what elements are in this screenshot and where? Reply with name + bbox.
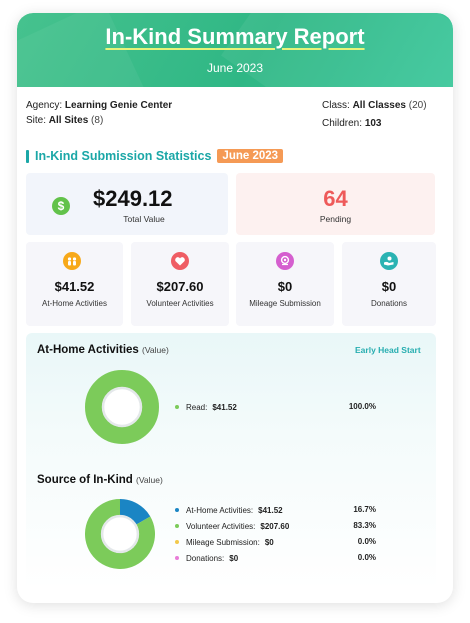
donations-label: Donations bbox=[370, 299, 408, 308]
source-legend-at-home: At-Home Activities: $41.52 bbox=[175, 505, 283, 515]
donations-value: $0 bbox=[381, 279, 397, 294]
at-home-value: $41.52 bbox=[54, 279, 95, 294]
at-home-read-percent: 100.0% bbox=[348, 402, 376, 411]
stats-section-title: In-Kind Submission Statistics June 2023 bbox=[26, 149, 284, 163]
donations-card: $0 Donations bbox=[342, 242, 436, 326]
source-donut-chart bbox=[85, 499, 155, 569]
class-name: All Classes bbox=[352, 100, 406, 111]
location-pin-icon bbox=[276, 252, 294, 270]
at-home-label: At-Home Activities bbox=[42, 299, 107, 308]
children-info: Children: 103 bbox=[322, 118, 382, 129]
source-legend-volunteer: Volunteer Activities: $207.60 bbox=[175, 521, 289, 531]
source-mileage-percent: 0.0% bbox=[357, 537, 376, 546]
report-title: In-Kind Summary Report bbox=[105, 24, 365, 49]
donut-slice-volunteer-activities bbox=[85, 499, 155, 569]
charts-panel: At-Home Activities (Value) Early Head St… bbox=[26, 333, 436, 590]
at-home-chart-title: At-Home Activities (Value) bbox=[37, 344, 169, 356]
total-value: $249.12 bbox=[93, 186, 173, 211]
agency-info: Agency: Learning Genie Center bbox=[26, 100, 173, 111]
class-info: Class: All Classes (20) bbox=[322, 100, 427, 111]
mileage-value: $0 bbox=[277, 279, 293, 294]
donut-slice-read bbox=[85, 370, 159, 444]
report-card: In-Kind Summary Report June 2023 Agency:… bbox=[17, 13, 453, 603]
mileage-card: $0 Mileage Submission bbox=[236, 242, 334, 326]
at-home-card: $41.52 At-Home Activities bbox=[26, 242, 123, 326]
site-name: All Sites bbox=[48, 115, 89, 126]
mileage-label: Mileage Submission bbox=[249, 299, 321, 308]
source-legend-donations: Donations: $0 bbox=[175, 553, 238, 563]
report-header: In-Kind Summary Report June 2023 bbox=[17, 13, 453, 87]
legend-dot bbox=[175, 405, 179, 409]
total-value-card: $ $249.12 Total Value bbox=[26, 173, 228, 235]
section-accent-bar bbox=[26, 149, 29, 163]
source-chart-title: Source of In-Kind (Value) bbox=[37, 474, 163, 486]
source-legend-mileage: Mileage Submission: $0 bbox=[175, 537, 274, 547]
source-donations-percent: 0.0% bbox=[357, 553, 376, 562]
period-badge: June 2023 bbox=[217, 149, 284, 163]
pending-card: 64 Pending bbox=[236, 173, 435, 235]
family-icon bbox=[63, 252, 81, 270]
at-home-donut-chart bbox=[85, 370, 159, 444]
donut-hole bbox=[101, 386, 143, 428]
dollar-icon: $ bbox=[52, 197, 70, 215]
hand-gift-icon bbox=[380, 252, 398, 270]
donut-hole bbox=[100, 514, 140, 554]
total-value-label: Total Value bbox=[123, 214, 165, 224]
early-head-start-link[interactable]: Early Head Start bbox=[355, 345, 421, 355]
source-at-home-percent: 16.7% bbox=[353, 505, 376, 514]
site-info: Site: All Sites (8) bbox=[26, 115, 104, 126]
donut-slice-at-home-activities bbox=[119, 499, 151, 526]
at-home-legend-read: Read: $41.52 bbox=[175, 402, 237, 412]
report-period: June 2023 bbox=[206, 61, 264, 75]
children-count: 103 bbox=[364, 118, 382, 129]
pending-label: Pending bbox=[319, 214, 352, 224]
pending-count: 64 bbox=[323, 186, 348, 211]
volunteer-label: Volunteer Activities bbox=[146, 299, 214, 308]
volunteer-card: $207.60 Volunteer Activities bbox=[131, 242, 229, 326]
agency-name: Learning Genie Center bbox=[64, 100, 173, 111]
source-volunteer-percent: 83.3% bbox=[353, 521, 376, 530]
volunteer-value: $207.60 bbox=[156, 279, 204, 294]
heart-icon bbox=[171, 252, 189, 270]
